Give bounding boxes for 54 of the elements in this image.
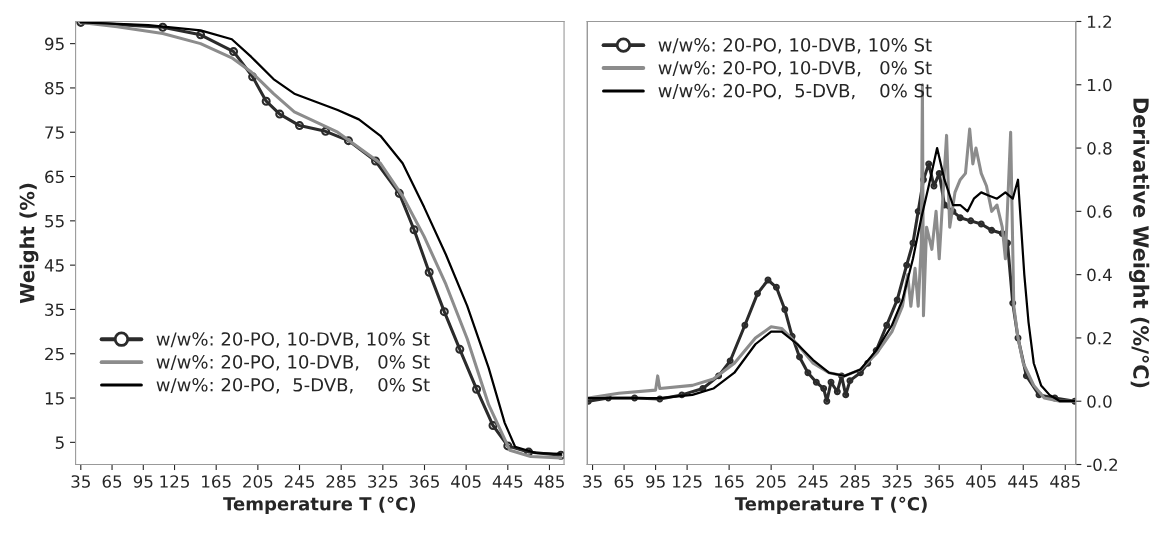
x-tick-label: 405	[451, 475, 481, 488]
y-tick-label: 55	[45, 215, 64, 228]
y2-tick-label: 0.0	[1087, 395, 1112, 408]
y2-tick-label: 0.2	[1087, 331, 1112, 345]
y-tick-label: 65	[45, 170, 64, 184]
legend-label: w/w%: 20-PO, 10-DVB, 0% St	[658, 60, 932, 77]
x-axis-title: Temperature T (°C)	[734, 496, 927, 515]
legend-label: w/w%: 20-PO, 5-DVB, 0% St	[658, 83, 932, 100]
x-tick-label: 365	[409, 475, 439, 488]
y-tick-label: 95	[45, 37, 64, 51]
y-tick-label: 25	[45, 347, 64, 361]
x-tick-label: 285	[326, 475, 356, 488]
x-tick-label: 165	[202, 475, 231, 488]
y2-tick-label: -0.2	[1087, 458, 1118, 472]
x-tick-label: 95	[646, 475, 665, 488]
x-tick-label: 165	[715, 475, 744, 488]
y2-tick-label: 0.6	[1087, 205, 1112, 218]
x-tick-label: 65	[102, 475, 122, 488]
y-tick-label: 5	[55, 436, 64, 449]
x-tick-label: 405	[966, 475, 996, 488]
y-tick-label: 15	[45, 392, 64, 405]
x-tick-label: 245	[798, 475, 828, 488]
x-tick-label: 325	[882, 475, 912, 488]
x-tick-label: 285	[840, 475, 870, 488]
y2-tick-label: 0.4	[1087, 268, 1112, 282]
x-tick-label: 365	[924, 475, 954, 488]
x-tick-label: 205	[756, 475, 786, 488]
y2-tick-label: 1.0	[1088, 78, 1112, 92]
y2-tick-label: 0.8	[1087, 142, 1112, 155]
x-tick-label: 125	[673, 475, 702, 488]
y-tick-label: 35	[45, 303, 64, 317]
x-tick-label: 445	[492, 475, 523, 488]
legend-label: w/w%: 20-PO, 5-DVB, 0% St	[156, 377, 430, 394]
x-tick-label: 65	[614, 475, 634, 488]
y2-axis-title: Derivative Weight (%/°C)	[1128, 98, 1150, 388]
legend-label: w/w%: 20-PO, 10-DVB, 0% St	[156, 355, 430, 371]
y-axis-title: Weight (%)	[19, 183, 39, 304]
y2-tick-label: 1.2	[1088, 15, 1112, 28]
x-tick-label: 205	[243, 475, 273, 488]
legend-label: w/w%: 20-PO, 10-DVB, 10% St	[658, 38, 932, 54]
x-tick-label: 35	[71, 475, 90, 488]
x-tick-label: 325	[368, 475, 398, 488]
y-tick-label: 85	[45, 81, 64, 95]
x-tick-label: 125	[160, 475, 189, 488]
y-tick-label: 75	[45, 126, 64, 139]
y-tick-label: 45	[44, 259, 64, 272]
x-tick-label: 245	[284, 475, 314, 488]
x-tick-label: 485	[534, 475, 564, 488]
x-tick-label: 95	[133, 475, 153, 488]
x-tick-label: 485	[1050, 475, 1080, 488]
x-tick-label: 445	[1008, 475, 1038, 488]
legend-label: w/w%: 20-PO, 10-DVB, 10% St	[156, 332, 430, 348]
x-tick-label: 35	[583, 475, 602, 488]
x-axis-title: Temperature T (°C)	[223, 496, 416, 515]
